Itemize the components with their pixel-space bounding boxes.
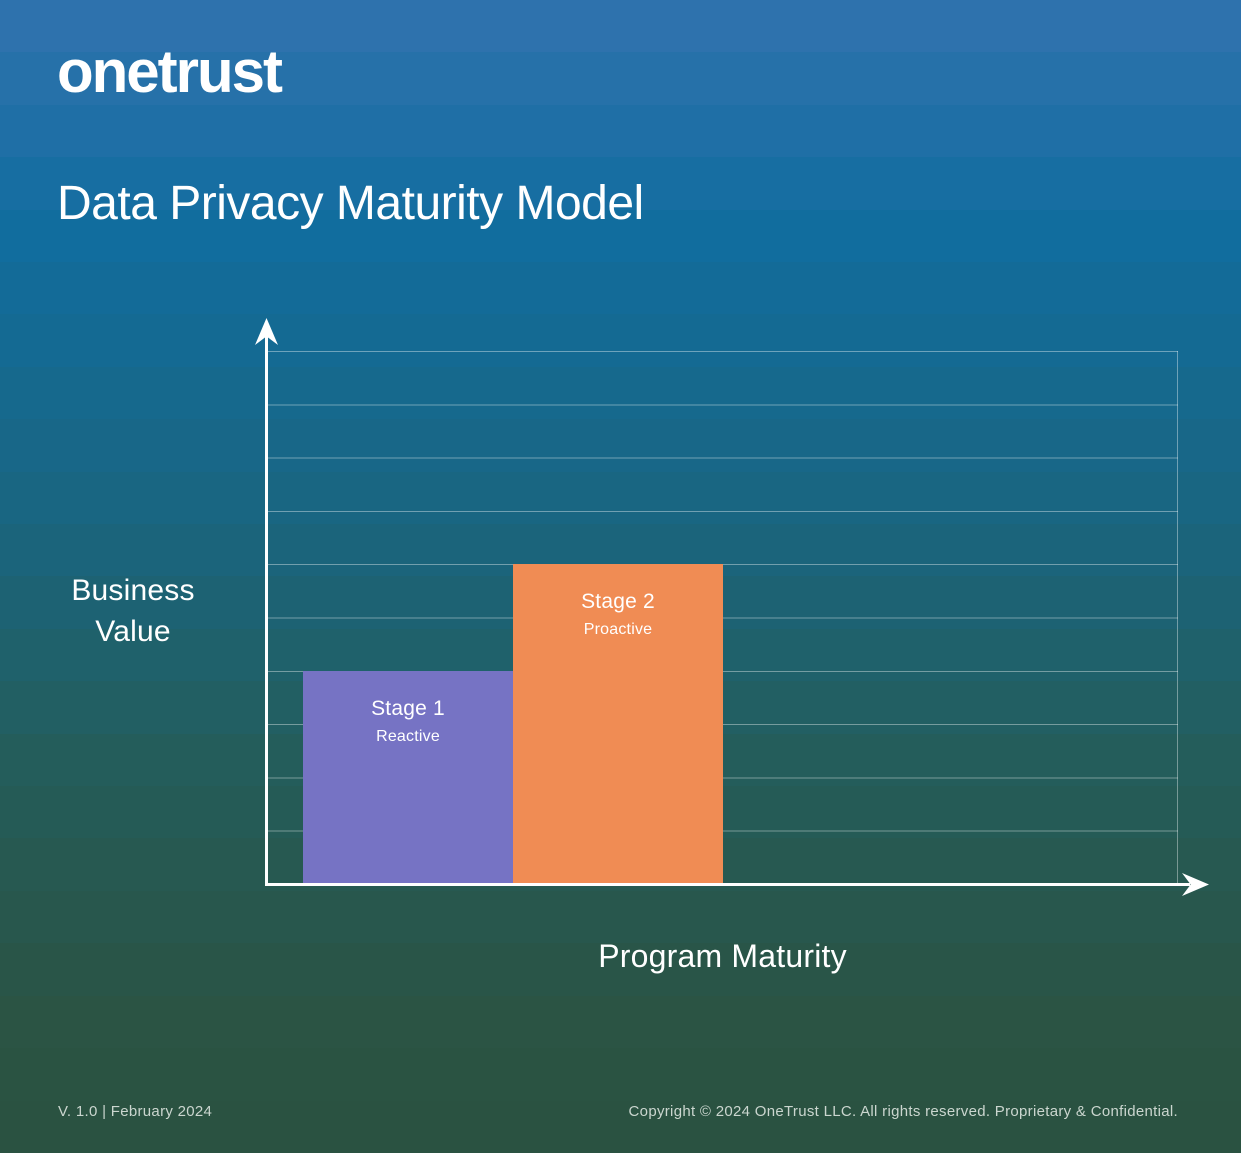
y-axis-label-line2: Value: [95, 615, 171, 648]
footer-copyright-text: Copyright © 2024 OneTrust LLC. All right…: [628, 1103, 1178, 1120]
bar-stage-2-name: Stage 2: [581, 590, 655, 613]
bar-stage-1: Stage 1 Reactive: [303, 671, 513, 884]
bar-stage-2: Stage 2 Proactive: [513, 564, 723, 884]
bar-stage-1-descriptor: Reactive: [376, 728, 440, 745]
onetrust-logo: onetrust: [57, 38, 283, 105]
plot-area: Stage 1 Reactive Stage 2 Proactive: [267, 351, 1178, 884]
y-axis-label-line1: Business: [71, 574, 195, 607]
footer-version-text: V. 1.0 | February 2024: [58, 1103, 213, 1120]
x-axis-line: [265, 883, 1190, 886]
y-axis-line: [265, 330, 268, 885]
bar-stage-2-descriptor: Proactive: [583, 621, 653, 638]
bar-stage-1-name: Stage 1: [371, 697, 445, 720]
page-title: Data Privacy Maturity Model: [57, 177, 644, 230]
x-axis-label: Program Maturity: [598, 938, 847, 974]
y-axis-label: Business Value: [0, 570, 266, 652]
